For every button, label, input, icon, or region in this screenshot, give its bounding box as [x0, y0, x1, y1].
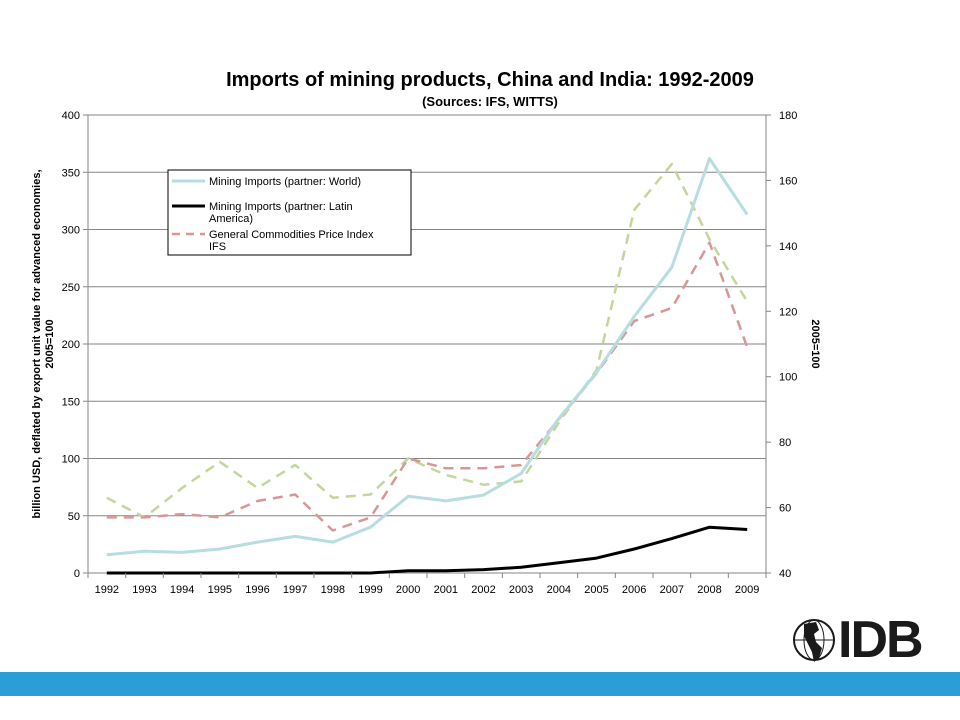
x-tick-label: 1997: [283, 584, 307, 596]
chart-title: Imports of mining products, China and In…: [226, 69, 754, 91]
right-tick-label: 100: [779, 372, 797, 384]
bottom-banner: [0, 672, 960, 696]
right-tick-label: 40: [779, 568, 791, 580]
x-tick-label: 1994: [170, 584, 194, 596]
logo-text: IDB: [838, 611, 924, 669]
left-tick-label: 0: [74, 568, 80, 580]
x-tick-label: 2002: [471, 584, 495, 596]
americas-globe-icon: [793, 619, 835, 662]
idb-logo: IDB: [792, 612, 932, 668]
right-axis-label: 2005=100: [809, 319, 821, 368]
x-tick-label: 2004: [547, 584, 571, 596]
x-tick-label: 2005: [584, 584, 608, 596]
x-tick-label: 2003: [509, 584, 533, 596]
legend-label: Mining Imports (partner: Latin: [209, 201, 353, 213]
x-tick-label: 2000: [396, 584, 420, 596]
chart-subtitle: (Sources: IFS, WITTS): [422, 94, 558, 109]
left-tick-label: 150: [62, 396, 80, 408]
x-tick-label: 1996: [245, 584, 269, 596]
x-tick-label: 2007: [660, 584, 684, 596]
x-tick-label: 2009: [735, 584, 759, 596]
legend: Mining Imports (partner: World) Mining Im…: [167, 169, 412, 256]
x-tick-label: 1993: [132, 584, 156, 596]
legend-label: IFS: [209, 241, 226, 253]
left-tick-label: 50: [68, 511, 80, 523]
left-tick-label: 100: [62, 454, 80, 466]
legend-label: General Commodities Price Index: [209, 229, 374, 241]
left-tick-label: 300: [62, 225, 80, 237]
x-tick-label: 2006: [622, 584, 646, 596]
x-tick-label: 1995: [208, 584, 232, 596]
series-line-0: [106, 157, 749, 557]
axes: 0 50 100 150 200 250 300 350 400 40 60 80 100 120 140 1…: [62, 110, 798, 596]
legend-box: [167, 169, 412, 256]
legend-label: America): [209, 213, 253, 225]
x-tick-label: 1999: [358, 584, 382, 596]
x-tick-label: 1998: [321, 584, 345, 596]
right-tick-label: 60: [779, 503, 791, 515]
left-tick-label: 250: [62, 282, 80, 294]
left-axis-label: billion USD, deflated by export unit val…: [31, 169, 56, 518]
series-line-3: [106, 162, 749, 519]
right-tick-label: 180: [779, 110, 797, 122]
right-tick-label: 160: [779, 175, 797, 187]
legend-label: Mining Imports (partner: World): [209, 176, 361, 188]
right-tick-label: 140: [779, 241, 797, 253]
left-tick-label: 400: [62, 110, 80, 122]
x-tick-label: 2001: [434, 584, 458, 596]
series-line-1: [106, 525, 748, 575]
x-tick-label: 2008: [697, 584, 721, 596]
left-axis-label-line: 2005=100: [44, 319, 56, 368]
right-tick-label: 80: [779, 437, 791, 449]
right-tick-label: 120: [779, 306, 797, 318]
left-tick-label: 350: [62, 167, 80, 179]
left-tick-label: 200: [62, 339, 80, 351]
left-axis-label-line: billion USD, deflated by export unit val…: [31, 169, 43, 518]
series-line-2: [106, 241, 749, 532]
series-layer: [106, 157, 749, 575]
x-tick-label: 1992: [95, 584, 119, 596]
